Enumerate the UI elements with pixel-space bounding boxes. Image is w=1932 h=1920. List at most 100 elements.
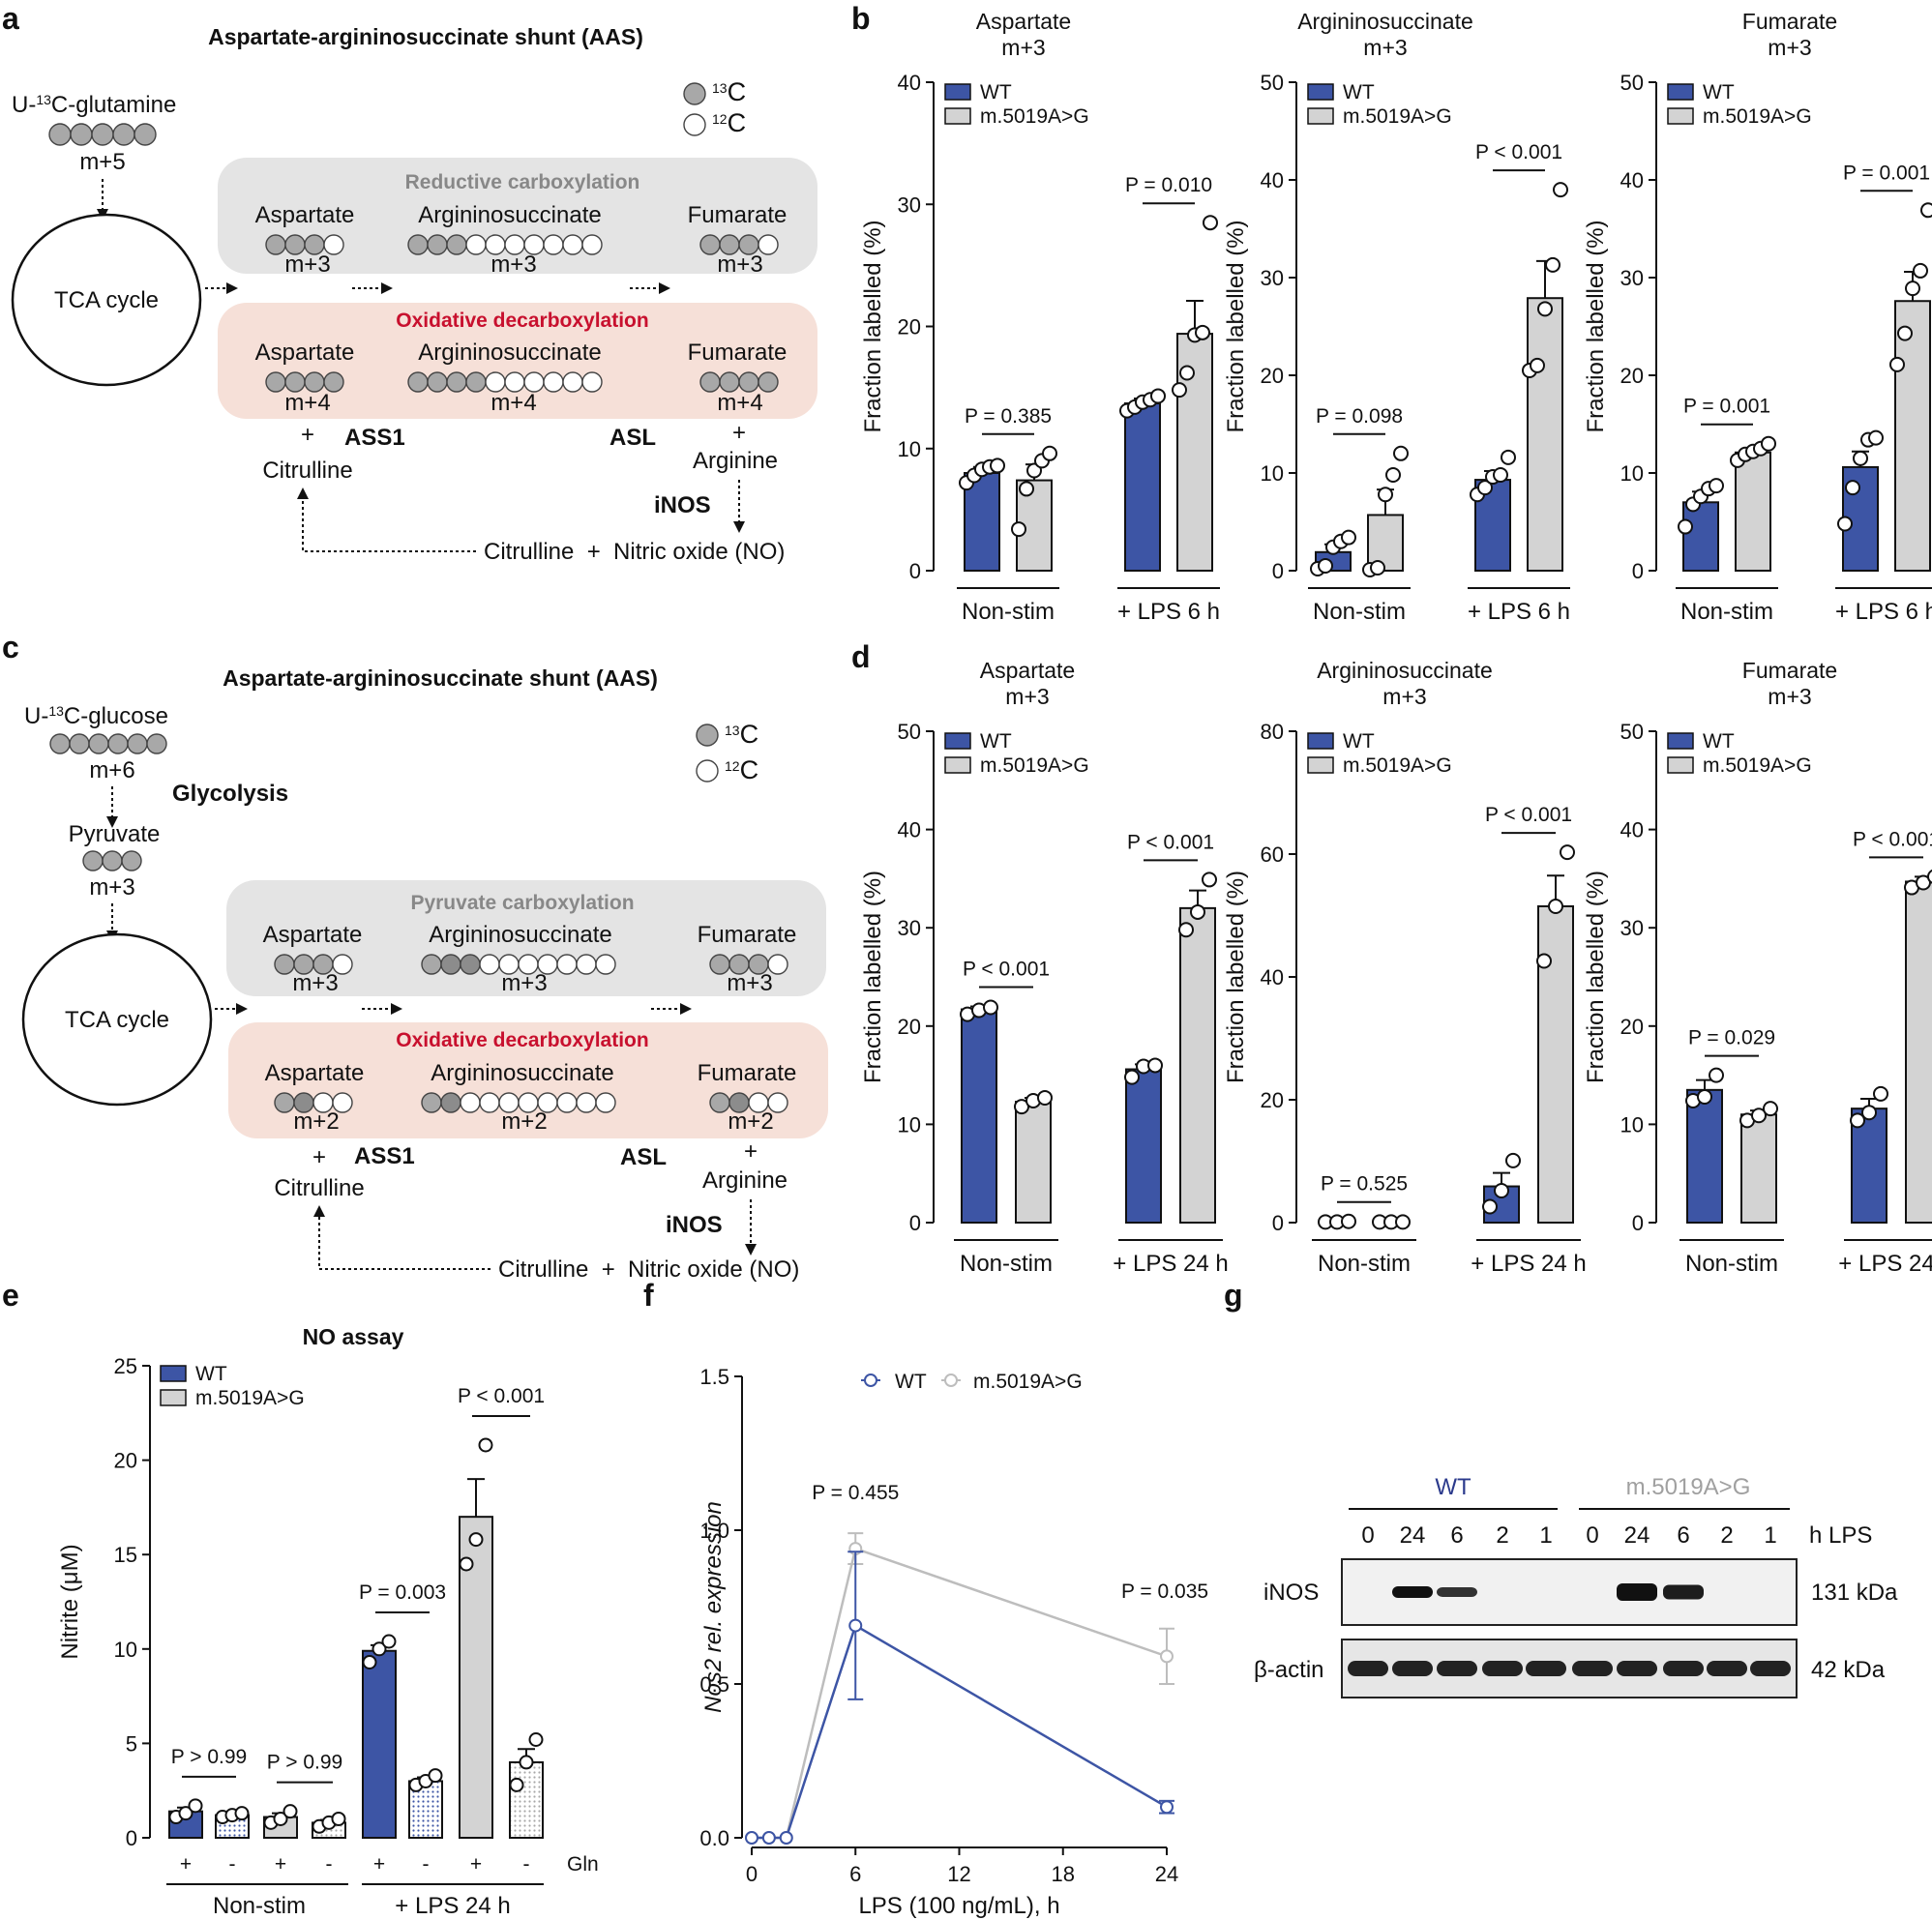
carbon-12c xyxy=(576,1092,597,1113)
group-label: + LPS 24 h xyxy=(1113,1251,1228,1277)
carbon-12c xyxy=(460,1092,481,1113)
y-tick-label: 0 xyxy=(909,1211,921,1235)
panel-label-a: a xyxy=(2,1,19,36)
y-tick-label: 0 xyxy=(909,559,921,583)
chart-subtitle: m+3 xyxy=(1001,35,1045,60)
legend-label-wt: WT xyxy=(1343,81,1375,103)
data-point xyxy=(1037,1089,1053,1106)
tracer-carbons xyxy=(49,733,167,754)
legend-label-wt: WT xyxy=(195,1363,227,1385)
carbon-row xyxy=(274,1092,788,1113)
carbon-13c xyxy=(427,371,448,393)
chart-subtitle: m+3 xyxy=(1005,684,1049,709)
legend-label-mut: m.5019A>G xyxy=(980,105,1089,128)
carbon-12c xyxy=(595,954,616,975)
y-tick-label: 20 xyxy=(898,1015,921,1039)
carbon-12c xyxy=(576,954,597,975)
data-point xyxy=(528,1731,544,1747)
carbon-12c xyxy=(767,954,788,975)
gln-sign: + xyxy=(180,1853,192,1876)
legend-swatch-mut xyxy=(944,107,971,125)
data-point xyxy=(745,1831,758,1845)
p-value: P = 0.001 xyxy=(1843,162,1930,184)
bar-wt xyxy=(1124,402,1161,572)
data-point xyxy=(1203,215,1218,231)
carbon-13c xyxy=(440,1092,461,1113)
y-tick-label: 30 xyxy=(1620,266,1644,290)
data-point xyxy=(1545,256,1560,273)
band-actin xyxy=(1482,1661,1523,1676)
glycolysis-label: Glycolysis xyxy=(172,781,288,807)
tracer-mass: m+5 xyxy=(79,149,125,175)
carbon-12c xyxy=(581,234,603,255)
tracer-carbons xyxy=(48,123,157,146)
data-point xyxy=(1678,518,1693,535)
data-point xyxy=(1697,1088,1712,1105)
svg-text:13C: 13C xyxy=(712,77,746,106)
legend-label-mut: m.5019A>G xyxy=(980,754,1089,777)
p-value: P = 0.010 xyxy=(1125,174,1212,196)
bottom-path-label: Oxidative decarboxylation xyxy=(396,310,648,332)
group-label: Non-stim xyxy=(1680,599,1773,625)
blot-row-inos xyxy=(1341,1558,1798,1626)
ass1-label: ASS1 xyxy=(344,425,405,451)
carbon-13c xyxy=(699,371,721,393)
tca-label: TCA cycle xyxy=(65,1007,169,1033)
data-point xyxy=(1019,481,1034,497)
y-tick-label: 25 xyxy=(114,1354,137,1378)
data-point xyxy=(1195,324,1210,340)
data-point xyxy=(273,1811,288,1826)
mass-top-1: m+3 xyxy=(284,251,330,278)
y-axis-label: Nitrite (μM) xyxy=(57,1544,83,1659)
bottom-path-label: Oxidative decarboxylation xyxy=(396,1029,648,1051)
carbon-12c xyxy=(758,234,779,255)
legend-swatch-wt xyxy=(1307,83,1334,101)
y-tick-label: 5 xyxy=(126,1731,137,1756)
panel-label-d: d xyxy=(851,639,871,674)
p-value: P = 0.098 xyxy=(1316,405,1403,428)
blot-label-actin: β-actin xyxy=(1254,1657,1324,1683)
chart-title: Fumarate xyxy=(1742,9,1837,34)
band-inos xyxy=(1617,1583,1657,1601)
data-point xyxy=(1147,1057,1163,1074)
y-tick-label: 30 xyxy=(898,192,921,217)
gln-sign: - xyxy=(423,1853,430,1876)
carbon-13c xyxy=(274,954,295,975)
lane-label: 0 xyxy=(1361,1522,1374,1549)
plus: + xyxy=(732,420,746,446)
series-line-mut xyxy=(752,1547,1168,1840)
y-tick-label: 0 xyxy=(1632,559,1644,583)
svg-text:12C: 12C xyxy=(725,755,758,784)
y-tick-label: 30 xyxy=(1261,266,1284,290)
mass-top-2: m+3 xyxy=(490,251,536,278)
data-point xyxy=(1160,1800,1174,1815)
y-tick-label: 0 xyxy=(1272,559,1284,583)
met-fumarate: Fumarate xyxy=(688,340,788,366)
carbon-12c xyxy=(562,234,583,255)
data-point xyxy=(1868,429,1884,446)
bar-wt xyxy=(1682,501,1719,572)
mass-top-1: m+3 xyxy=(292,970,338,996)
p-value: P = 0.035 xyxy=(1121,1580,1208,1603)
legend-13c: 13C 12C xyxy=(683,77,746,137)
data-point xyxy=(1179,365,1195,381)
p-value: P > 0.99 xyxy=(267,1752,342,1774)
group-label: + LPS 6 h xyxy=(1117,599,1220,625)
data-point xyxy=(1124,1069,1140,1085)
y-tick-label: 10 xyxy=(898,437,921,461)
top-path-label: Reductive carboxylation xyxy=(405,171,640,193)
chart-subtitle: m+3 xyxy=(1768,35,1811,60)
mass-bottom-1: m+2 xyxy=(293,1108,339,1135)
met-argininosuccinate: Argininosuccinate xyxy=(429,922,611,948)
data-point xyxy=(1536,953,1552,969)
legend-swatch-mut xyxy=(1307,107,1334,125)
plus: + xyxy=(744,1138,758,1165)
carbon-13c xyxy=(284,371,306,393)
svg-text:13C: 13C xyxy=(725,720,758,749)
met-argininosuccinate: Argininosuccinate xyxy=(431,1060,613,1086)
data-point xyxy=(1393,445,1409,461)
y-tick-label: 10 xyxy=(1620,461,1644,486)
carbon-row xyxy=(274,954,788,975)
chart-title: NO assay xyxy=(303,1324,404,1349)
